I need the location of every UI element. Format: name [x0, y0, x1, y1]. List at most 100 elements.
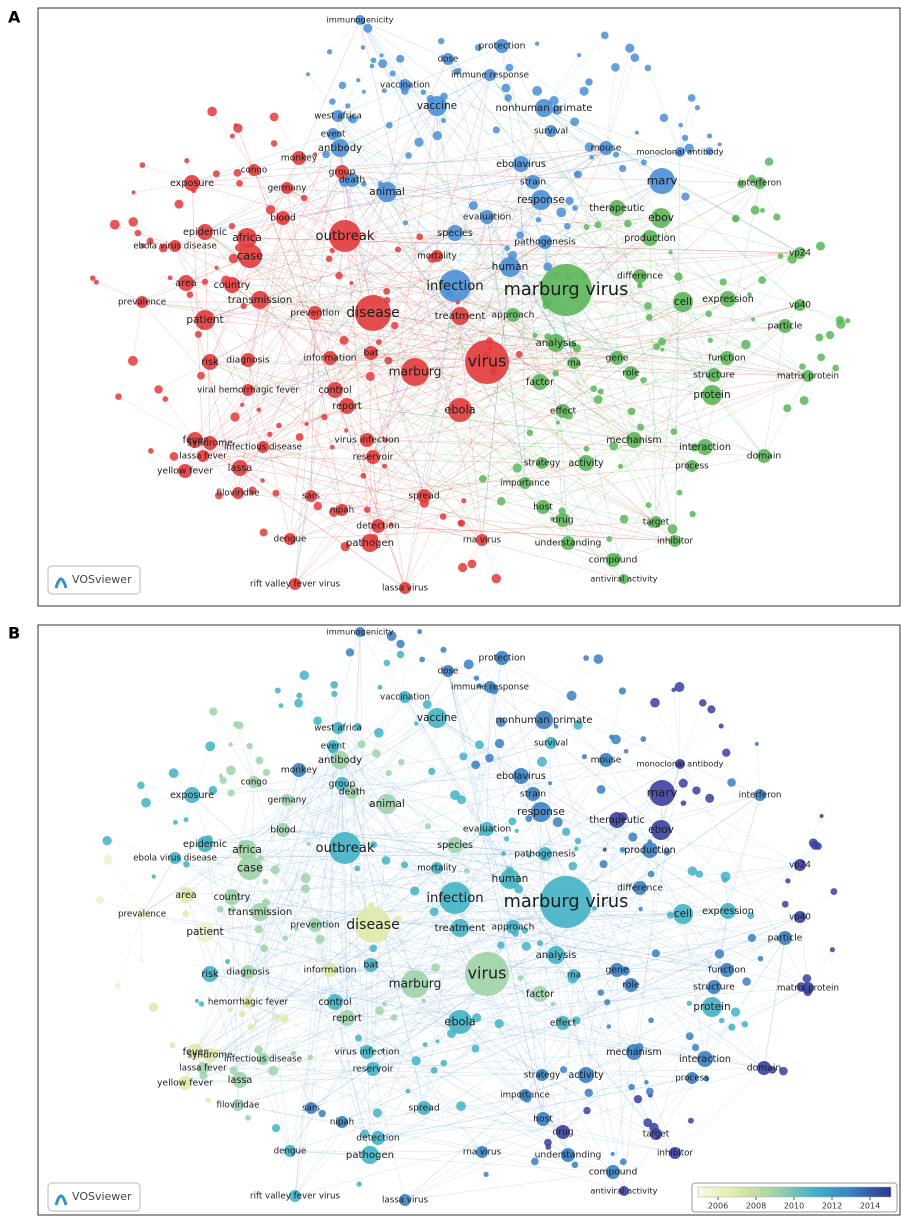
edge	[204, 231, 316, 314]
edge	[616, 207, 729, 300]
edge	[230, 744, 255, 783]
node-label: virus infection	[334, 435, 399, 446]
node	[702, 997, 722, 1017]
edge	[423, 897, 456, 1109]
edge	[447, 670, 569, 1156]
node	[829, 947, 835, 953]
edge	[649, 237, 706, 448]
node-label: africa	[232, 232, 262, 244]
edge	[194, 844, 456, 1053]
node-label: treatment	[435, 923, 486, 934]
node	[581, 754, 588, 760]
node	[260, 944, 269, 953]
node	[354, 1034, 363, 1042]
node	[750, 205, 760, 215]
node	[572, 1016, 581, 1025]
node-label: germany	[268, 184, 307, 194]
edge	[310, 495, 625, 580]
edge	[447, 58, 713, 396]
node	[313, 501, 323, 511]
edge	[346, 775, 522, 1019]
node	[731, 214, 740, 223]
node	[294, 926, 299, 932]
edge	[137, 232, 176, 247]
node	[194, 998, 199, 1003]
edge	[787, 375, 809, 409]
edge	[286, 187, 575, 364]
node	[281, 794, 293, 806]
edge	[153, 1007, 196, 1053]
edge	[682, 913, 765, 1069]
node	[650, 516, 662, 528]
edge	[209, 926, 514, 1056]
node	[440, 1059, 447, 1067]
edge	[185, 282, 249, 391]
edge	[489, 686, 662, 831]
edge	[204, 319, 809, 377]
edge	[184, 799, 288, 1084]
edge	[337, 115, 541, 383]
node	[386, 631, 397, 641]
edge	[247, 844, 456, 973]
edge	[329, 969, 483, 1153]
edge	[174, 853, 546, 859]
node	[360, 45, 366, 50]
node-label: infectious disease	[224, 1055, 302, 1065]
node	[195, 922, 215, 942]
node-label: ebov	[648, 212, 674, 224]
edge	[202, 783, 343, 1069]
node	[706, 133, 713, 139]
edge	[247, 389, 425, 497]
edge	[369, 849, 651, 1156]
node	[354, 865, 361, 872]
edge	[436, 717, 729, 912]
node	[281, 182, 293, 194]
node	[289, 578, 301, 590]
edge	[209, 255, 251, 363]
edge	[605, 67, 616, 149]
node	[246, 742, 253, 750]
node	[687, 866, 698, 876]
edge	[231, 284, 567, 291]
node-label: filoviridae	[217, 1101, 260, 1111]
edge	[329, 357, 569, 544]
edge	[386, 191, 514, 316]
edge	[573, 207, 618, 364]
edge	[310, 312, 316, 497]
node-label: difference	[617, 883, 663, 894]
edge	[249, 769, 300, 869]
node	[638, 906, 643, 912]
edge	[329, 298, 729, 359]
node-label: group	[329, 779, 356, 790]
edge	[289, 462, 587, 540]
node	[644, 302, 652, 310]
edge	[209, 232, 456, 363]
edge	[567, 252, 801, 544]
node	[561, 827, 571, 836]
node	[417, 489, 431, 503]
edge	[184, 1051, 635, 1084]
node	[216, 905, 224, 913]
edge	[294, 199, 542, 585]
node-label: congo	[241, 778, 267, 788]
node	[476, 1146, 488, 1158]
edge	[543, 658, 599, 721]
node-label: protection	[479, 653, 526, 664]
node	[349, 281, 354, 286]
edge	[92, 277, 143, 303]
node-label: protection	[479, 41, 526, 52]
edge	[447, 670, 564, 1024]
node-label: drug	[552, 515, 573, 526]
edge	[339, 74, 491, 149]
node	[519, 477, 531, 489]
edge	[247, 147, 607, 391]
edge	[289, 298, 729, 540]
node	[814, 842, 822, 850]
edge	[247, 217, 284, 361]
node	[255, 756, 264, 765]
node	[378, 59, 388, 69]
node	[295, 433, 304, 441]
node	[556, 404, 570, 418]
node-label: lassa	[228, 1075, 252, 1086]
node	[552, 817, 563, 828]
